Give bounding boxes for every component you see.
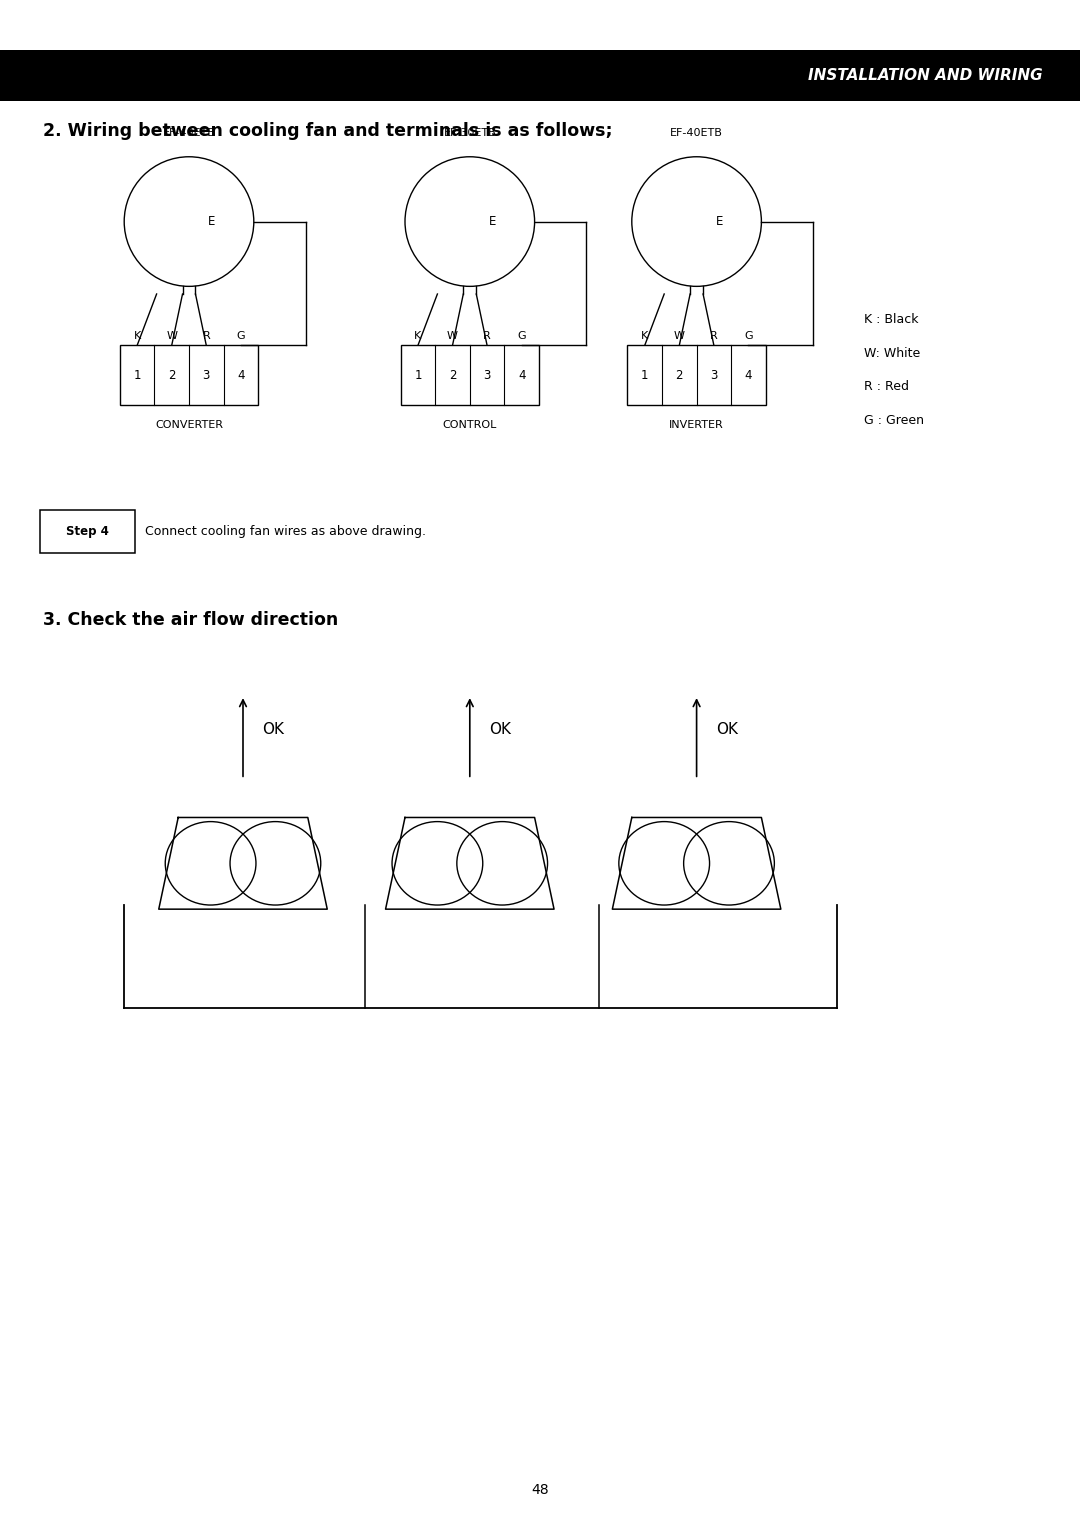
Bar: [0, 50, 1080, 101]
Text: OK: OK: [716, 723, 738, 736]
Text: R : Red: R : Red: [864, 380, 909, 394]
Text: E: E: [489, 215, 496, 228]
Text: K: K: [642, 330, 648, 341]
Text: 4: 4: [238, 368, 244, 382]
Text: 4: 4: [745, 368, 752, 382]
Bar: [401, 345, 539, 405]
Text: EF-30ETB: EF-30ETB: [444, 128, 496, 139]
Text: R: R: [710, 330, 718, 341]
Text: G : Green: G : Green: [864, 414, 924, 428]
Text: 1: 1: [642, 368, 648, 382]
Text: EF-40ETB: EF-40ETB: [163, 128, 215, 139]
Text: Step 4: Step 4: [66, 526, 109, 538]
Text: K: K: [134, 330, 140, 341]
Text: 1: 1: [415, 368, 421, 382]
Bar: [627, 345, 766, 405]
Text: 3: 3: [484, 368, 490, 382]
Bar: [120, 345, 258, 405]
FancyBboxPatch shape: [40, 510, 135, 553]
Text: W: W: [447, 330, 458, 341]
Text: 2: 2: [168, 368, 175, 382]
Text: INSTALLATION AND WIRING: INSTALLATION AND WIRING: [808, 69, 1042, 83]
Text: W: White: W: White: [864, 347, 920, 361]
Text: 4: 4: [518, 368, 525, 382]
Text: R: R: [202, 330, 211, 341]
Text: R: R: [483, 330, 491, 341]
Text: 3: 3: [711, 368, 717, 382]
Text: Connect cooling fan wires as above drawing.: Connect cooling fan wires as above drawi…: [145, 526, 426, 538]
Text: G: G: [744, 330, 753, 341]
Text: G: G: [237, 330, 245, 341]
Text: 48: 48: [531, 1482, 549, 1497]
Text: G: G: [517, 330, 526, 341]
Text: 2: 2: [676, 368, 683, 382]
Text: 3: 3: [203, 368, 210, 382]
Text: CONVERTER: CONVERTER: [156, 420, 222, 431]
Text: W: W: [166, 330, 177, 341]
Text: CONTROL: CONTROL: [443, 420, 497, 431]
Text: 3. Check the air flow direction: 3. Check the air flow direction: [43, 611, 338, 630]
Text: E: E: [716, 215, 723, 228]
Text: K : Black: K : Black: [864, 313, 918, 327]
Text: INVERTER: INVERTER: [670, 420, 724, 431]
Text: 2: 2: [449, 368, 456, 382]
Text: OK: OK: [489, 723, 511, 736]
Text: EF-40ETB: EF-40ETB: [671, 128, 723, 139]
Text: OK: OK: [262, 723, 284, 736]
Text: 2. Wiring between cooling fan and terminals is as follows;: 2. Wiring between cooling fan and termin…: [43, 122, 612, 141]
Text: E: E: [208, 215, 215, 228]
Text: K: K: [415, 330, 421, 341]
Text: W: W: [674, 330, 685, 341]
Text: 1: 1: [134, 368, 140, 382]
